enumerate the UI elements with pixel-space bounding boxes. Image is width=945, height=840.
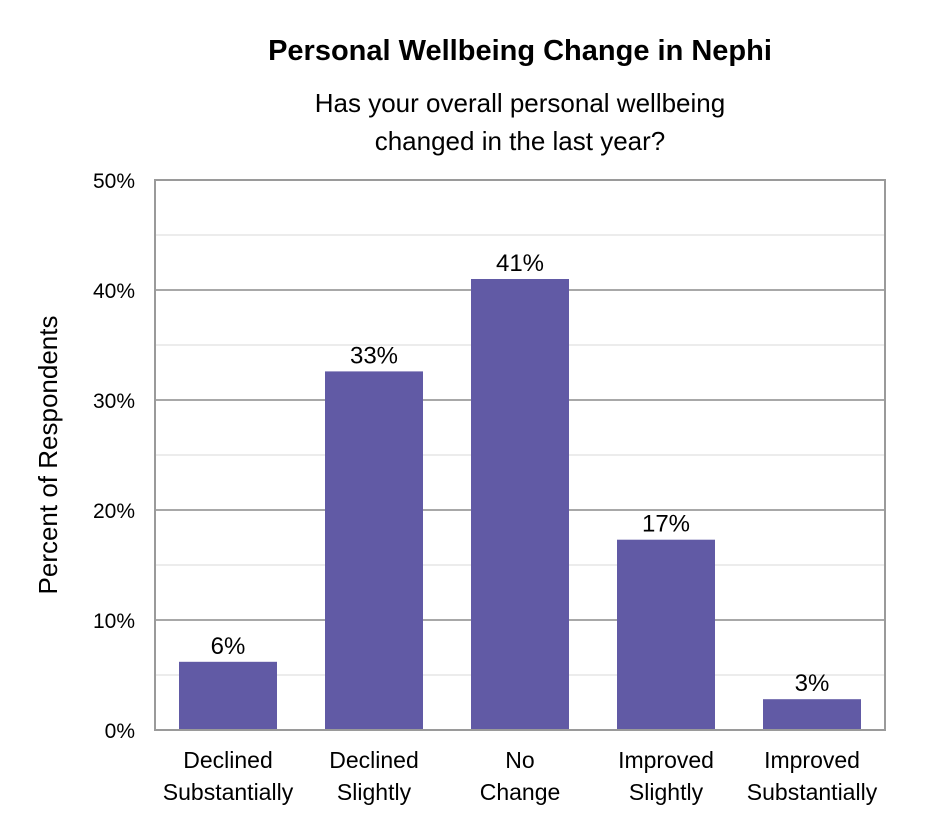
y-tick-label: 30% <box>93 390 135 413</box>
data-label: 6% <box>211 633 246 660</box>
y-tick-label: 50% <box>93 170 135 193</box>
bar <box>471 279 569 730</box>
chart-subtitle-line-2: changed in the last year? <box>375 126 666 156</box>
y-tick-label: 10% <box>93 610 135 633</box>
bar <box>325 371 423 730</box>
bar <box>617 539 715 730</box>
data-label: 3% <box>795 670 830 697</box>
x-axis-categories: Declined Substantially Declined Slightly No C… <box>163 747 878 805</box>
x-category-label: Declined Substantially <box>163 747 294 805</box>
y-axis-ticks: 0% 10% 20% 30% 40% 50% <box>93 170 135 743</box>
data-labels: 6% 33% 41% 17% 3% <box>211 250 830 697</box>
y-tick-label: 40% <box>93 280 135 303</box>
y-axis-label: Percent of Respondents <box>33 316 63 595</box>
bar <box>179 661 277 730</box>
data-label: 41% <box>496 250 544 277</box>
x-category-label: Improved Substantially <box>747 747 878 805</box>
y-tick-label: 20% <box>93 500 135 523</box>
bars <box>179 279 861 730</box>
data-label: 17% <box>642 511 690 538</box>
y-tick-label: 0% <box>105 720 135 743</box>
x-category-label: Declined Slightly <box>329 747 419 805</box>
plot-frame <box>154 179 886 731</box>
x-category-label: Improved Slightly <box>618 747 714 805</box>
bar <box>763 699 861 730</box>
chart-subtitle-line-1: Has your overall personal wellbeing <box>315 88 725 118</box>
chart-title: Personal Wellbeing Change in Nephi <box>268 35 772 67</box>
data-label: 33% <box>350 342 398 369</box>
x-category-label: No Change <box>480 747 561 805</box>
